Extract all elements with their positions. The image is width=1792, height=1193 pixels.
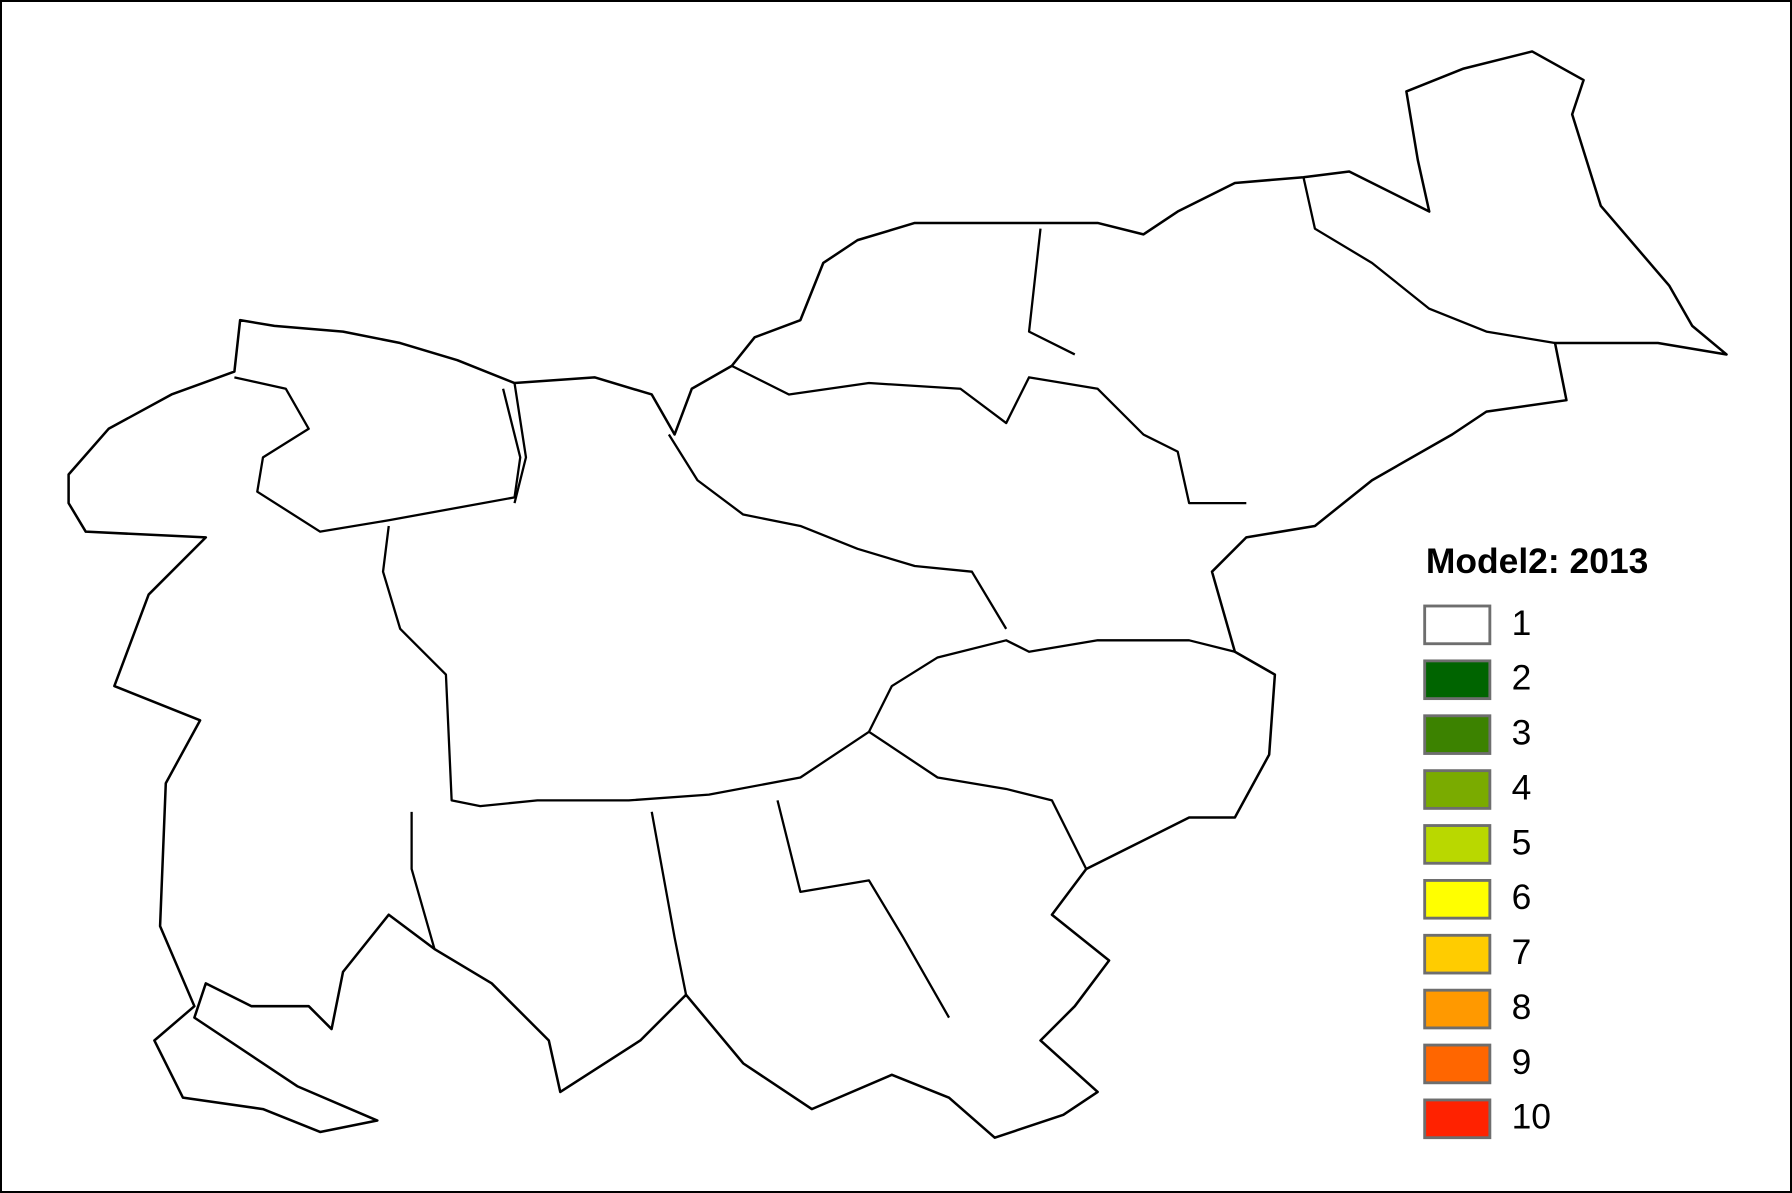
region-border: [776, 800, 951, 1019]
region-border: [650, 811, 688, 995]
legend-swatch: [1423, 1098, 1492, 1140]
legend-swatch: [1423, 604, 1492, 646]
legend-label: 4: [1512, 767, 1532, 807]
legend: Model2: 2013 1 2 3 4 5 6 7 8 9 10: [1423, 541, 1649, 1140]
legend-label: 5: [1512, 822, 1532, 862]
legend-label: 2: [1512, 658, 1532, 698]
legend-swatch: [1423, 714, 1492, 755]
legend-label: 1: [1512, 603, 1532, 643]
country-outline: [67, 50, 1728, 1139]
region-border: [513, 382, 528, 504]
legend-label: 6: [1512, 877, 1532, 917]
legend-title: Model2: 2013: [1426, 541, 1649, 581]
legend-swatch: [1423, 878, 1492, 920]
legend-swatch: [1423, 824, 1492, 865]
region-borders: [234, 176, 1556, 1019]
legend-label: 9: [1512, 1042, 1532, 1082]
legend-swatch: [1423, 769, 1492, 810]
region-border: [868, 730, 1088, 870]
map-body: Model2: 2013 1 2 3 4 5 6 7 8 9 10: [67, 50, 1728, 1140]
legend-swatch: [1423, 933, 1492, 975]
legend-label: 10: [1512, 1097, 1551, 1137]
legend-label: 7: [1512, 932, 1532, 972]
region-border: [381, 525, 1236, 808]
legend-label: 3: [1512, 713, 1532, 753]
region-border: [1302, 176, 1556, 345]
legend-swatch: [1423, 1043, 1492, 1085]
legend-swatch: [1423, 659, 1492, 701]
region-border: [410, 811, 436, 950]
legend-swatch: [1423, 988, 1492, 1030]
region-border: [731, 364, 1247, 505]
region-border: [234, 376, 522, 533]
legend-label: 8: [1512, 987, 1532, 1027]
region-border: [667, 433, 1008, 630]
region-border: [1027, 228, 1076, 356]
